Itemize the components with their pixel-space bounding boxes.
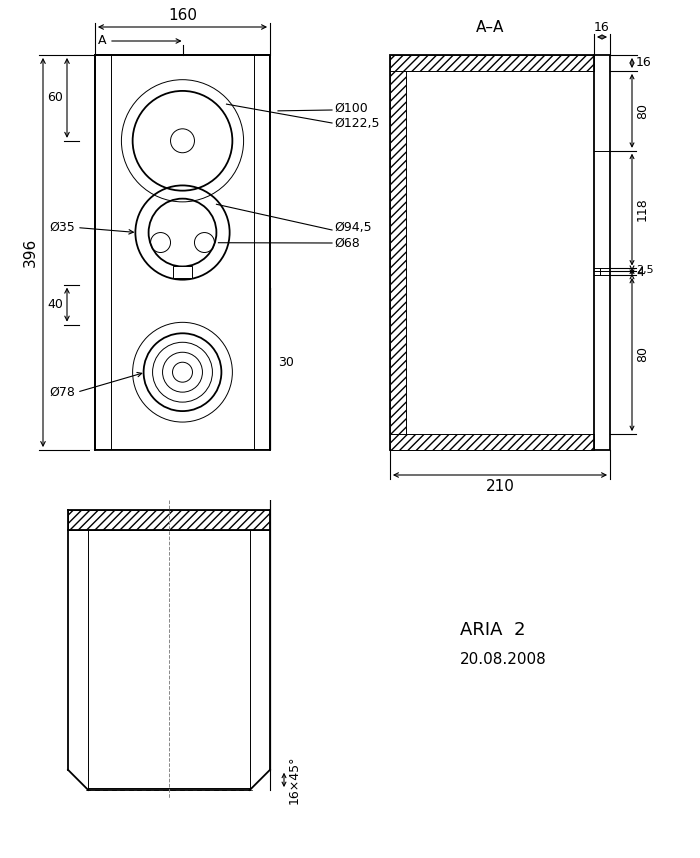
Text: Ø100: Ø100 bbox=[334, 101, 368, 114]
Text: 30: 30 bbox=[278, 356, 294, 369]
Text: 2,5: 2,5 bbox=[636, 265, 654, 275]
Text: 40: 40 bbox=[47, 298, 63, 311]
Text: 160: 160 bbox=[168, 8, 197, 23]
Text: ARIA  2: ARIA 2 bbox=[460, 621, 526, 639]
Bar bbox=[390, 55, 594, 71]
Text: Ø68: Ø68 bbox=[334, 237, 360, 250]
Text: A–A: A–A bbox=[476, 20, 504, 35]
Text: Ø35: Ø35 bbox=[49, 221, 75, 234]
Text: 60: 60 bbox=[47, 92, 63, 105]
Text: 118: 118 bbox=[636, 197, 649, 221]
Text: 80: 80 bbox=[636, 103, 649, 119]
Text: 20.08.2008: 20.08.2008 bbox=[460, 652, 547, 668]
Bar bbox=[90, 450, 275, 500]
Text: 396: 396 bbox=[23, 238, 38, 267]
Bar bbox=[390, 434, 594, 450]
Text: Ø78: Ø78 bbox=[49, 386, 75, 399]
Text: Ø94,5: Ø94,5 bbox=[334, 221, 372, 234]
Bar bbox=[390, 55, 406, 450]
Bar bbox=[95, 55, 270, 450]
Text: 80: 80 bbox=[636, 347, 649, 362]
Text: 210: 210 bbox=[486, 479, 514, 494]
Text: 16: 16 bbox=[254, 479, 270, 492]
Text: 16: 16 bbox=[594, 21, 610, 34]
Text: Ø122,5: Ø122,5 bbox=[334, 117, 379, 130]
Bar bbox=[172, 267, 192, 279]
Text: 16: 16 bbox=[636, 57, 652, 69]
Bar bbox=[68, 510, 270, 530]
Text: 16×45°: 16×45° bbox=[288, 756, 301, 804]
Text: 4: 4 bbox=[636, 267, 644, 280]
Text: A: A bbox=[98, 34, 106, 47]
Bar bbox=[390, 55, 610, 450]
Text: A: A bbox=[98, 457, 106, 470]
